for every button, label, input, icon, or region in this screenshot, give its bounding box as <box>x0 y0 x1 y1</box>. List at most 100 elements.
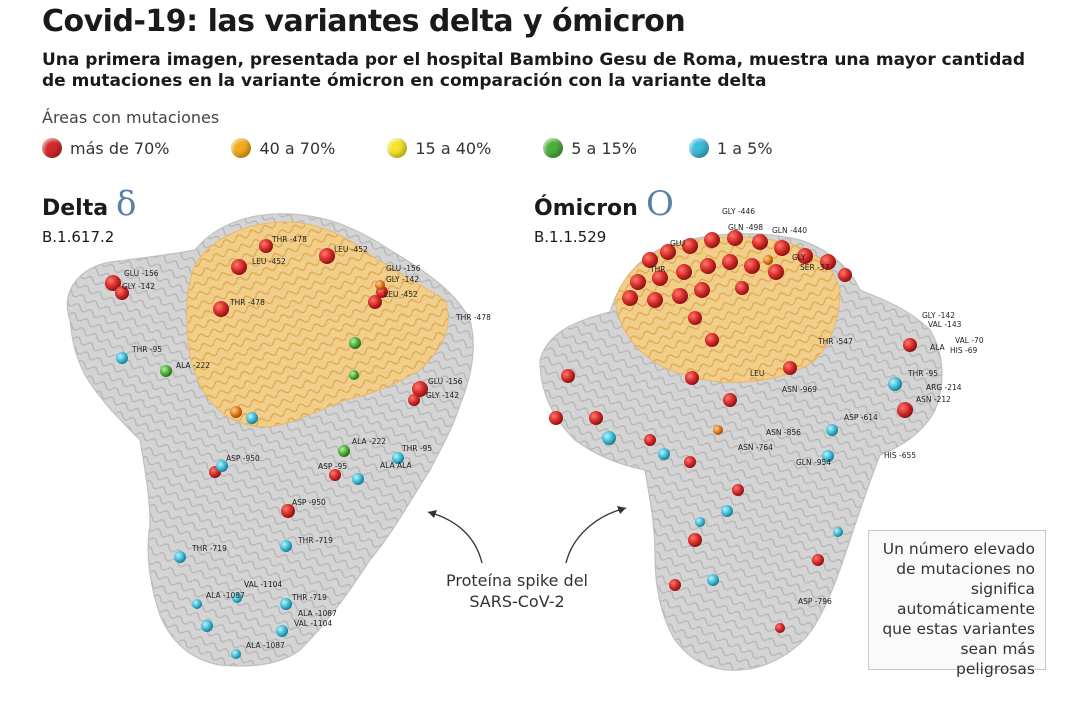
residue-label: GLY -142 <box>922 311 955 320</box>
residue-label: GLU -156 <box>428 377 463 386</box>
mutation-red <box>676 264 692 280</box>
mutation-red <box>115 286 129 300</box>
residue-label: THR -95 <box>131 345 162 354</box>
mutation-red <box>727 230 743 246</box>
omicron-title: Ómicron <box>534 196 638 221</box>
mutation-red <box>688 311 702 325</box>
mutation-red <box>838 268 852 282</box>
residue-label: VAL -70 <box>955 336 984 345</box>
mutation-red <box>368 295 382 309</box>
residue-label: GLN -498 <box>728 223 763 232</box>
mutation-red <box>704 232 720 248</box>
page-subtitle: Una primera imagen, presentada por el ho… <box>42 50 1026 91</box>
residue-label: SER -37 <box>800 263 830 272</box>
mutation-red <box>105 275 121 291</box>
legend-title: Áreas con mutaciones <box>42 108 220 127</box>
callout-arrow-right-head <box>617 506 626 514</box>
omicron-red-clusters <box>549 230 917 633</box>
mutation-red <box>589 411 603 425</box>
mutation-red <box>812 554 824 566</box>
mutation-red <box>723 393 737 407</box>
mutation-red <box>820 254 836 270</box>
omicron-symbol: O <box>646 184 674 224</box>
omicron-protein: GLY -446 GLN -498 GLN -440 GLU GLY SER -… <box>539 207 984 671</box>
mutation-red <box>685 371 699 385</box>
mutation-green <box>160 365 172 377</box>
protein-callout: Proteína spike del SARS-CoV-2 <box>446 571 588 611</box>
residue-label: ALA ALA <box>380 461 412 470</box>
mutation-cyan <box>201 620 213 632</box>
mutation-red <box>549 411 563 425</box>
mutation-red <box>735 281 749 295</box>
residue-label: ALA -222 <box>176 361 210 370</box>
callout-arrow-left-head <box>428 510 437 518</box>
residue-label: GLY -142 <box>122 282 155 291</box>
cyan-dot-icon <box>689 138 709 158</box>
residue-label: ALA -1087 <box>246 641 285 650</box>
residue-label: ARG -214 <box>926 383 962 392</box>
mutation-cyan <box>174 551 186 563</box>
mutation-orange <box>763 255 773 265</box>
mutation-red <box>231 259 247 275</box>
mutation-cyan <box>280 598 292 610</box>
delta-green-clusters <box>160 337 361 457</box>
residue-label: LEU -452 <box>384 290 418 299</box>
legend-label: 40 a 70% <box>259 138 336 158</box>
mutation-red <box>797 248 813 264</box>
legend-item-orange: 40 a 70% <box>231 138 335 158</box>
residue-label: GLY -142 <box>426 391 459 400</box>
mutation-red <box>774 240 790 256</box>
legend-label: 5 a 15% <box>571 138 637 158</box>
mutation-red <box>644 434 656 446</box>
mutation-red <box>412 381 428 397</box>
callout-arrow-right <box>565 507 627 564</box>
residue-label: ASP -950 <box>226 454 260 463</box>
mutation-red <box>652 270 668 286</box>
delta-orange-clusters <box>230 280 385 418</box>
delta-residue-labels: THR -478 LEU -452 GLU -156 GLY -142 LEU … <box>122 235 491 650</box>
mutation-red <box>630 274 646 290</box>
delta-code: B.1.617.2 <box>42 228 115 246</box>
mutation-cyan <box>276 625 288 637</box>
mutation-red <box>700 258 716 274</box>
residue-label: THR -478 <box>455 313 491 322</box>
residue-label: GLY -446 <box>722 207 755 216</box>
mutation-cyan <box>352 473 364 485</box>
legend-label: más de 70% <box>70 138 170 158</box>
residue-label: ASP -950 <box>292 498 326 507</box>
residue-label: THR -478 <box>229 298 265 307</box>
mutation-cyan <box>721 505 733 517</box>
delta-symbol: δ <box>116 184 137 224</box>
delta-cyan-clusters <box>116 352 404 659</box>
residue-label: LEU -452 <box>334 245 368 254</box>
mutation-orange <box>375 280 385 290</box>
residue-label: GLN -954 <box>796 458 831 467</box>
mutation-cyan <box>392 452 404 464</box>
residue-label: HIS -69 <box>950 346 977 355</box>
mutation-cyan <box>232 593 242 603</box>
mutation-cyan <box>707 574 719 586</box>
mutation-green <box>338 445 350 457</box>
residue-label: GLU -156 <box>386 264 421 273</box>
mutation-red <box>903 338 917 352</box>
legend-item-yellow: 15 a 40% <box>387 138 491 158</box>
mutation-red <box>684 456 696 468</box>
residue-label: ASN -764 <box>738 443 773 452</box>
mutation-red <box>660 244 676 260</box>
residue-label: ALA -222 <box>352 437 386 446</box>
delta-protein: THR -478 LEU -452 GLU -156 GLY -142 LEU … <box>66 213 491 667</box>
mutation-green <box>349 337 361 349</box>
legend-item-cyan: 1 a 5% <box>689 138 773 158</box>
mutation-red <box>688 533 702 547</box>
delta-rbd-region <box>186 221 449 428</box>
red-dot-icon <box>42 138 62 158</box>
mutation-red <box>783 361 797 375</box>
omicron-residue-labels: GLY -446 GLN -498 GLN -440 GLU GLY SER -… <box>649 207 984 606</box>
residue-label: ASN -969 <box>782 385 817 394</box>
residue-label: GLN -440 <box>772 226 807 235</box>
mutation-red <box>561 369 575 383</box>
mutation-red <box>329 469 341 481</box>
mutation-red <box>622 290 638 306</box>
green-dot-icon <box>543 138 564 158</box>
residue-label: VAL -1104 <box>294 619 332 628</box>
